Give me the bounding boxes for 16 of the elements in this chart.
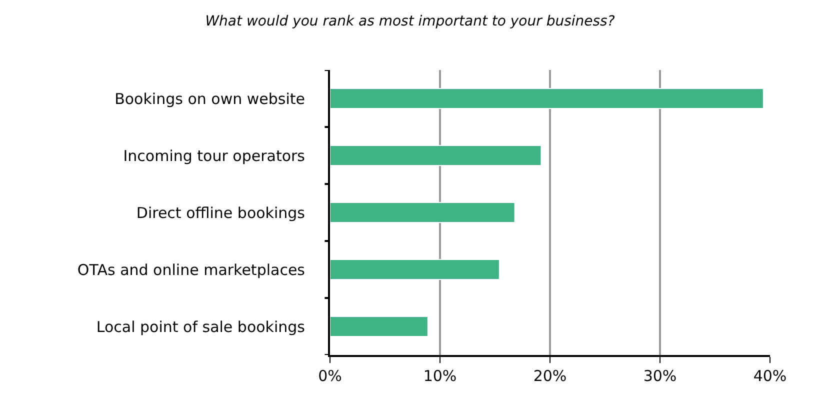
bar: [330, 259, 500, 280]
x-tick-label: 40%: [753, 367, 787, 385]
y-tick-label: OTAs and online marketplaces: [77, 260, 306, 279]
y-tick-label: Direct offline bookings: [136, 204, 306, 222]
y-tick-label: Incoming tour operators: [123, 146, 306, 165]
x-tick-label: 10%: [423, 367, 457, 385]
y-tick-label: Local point of sale bookings: [96, 318, 306, 336]
x-tick-label: 20%: [533, 367, 567, 385]
x-tick-label: 30%: [643, 367, 677, 385]
chart-title: What would you rank as most important to your business?: [205, 14, 616, 30]
bar: [330, 202, 516, 223]
bar: [330, 316, 428, 337]
x-tick-label: 0%: [318, 367, 342, 385]
bar: [330, 88, 764, 109]
y-tick-label: Bookings on own website: [114, 90, 305, 108]
bar: [330, 145, 542, 166]
